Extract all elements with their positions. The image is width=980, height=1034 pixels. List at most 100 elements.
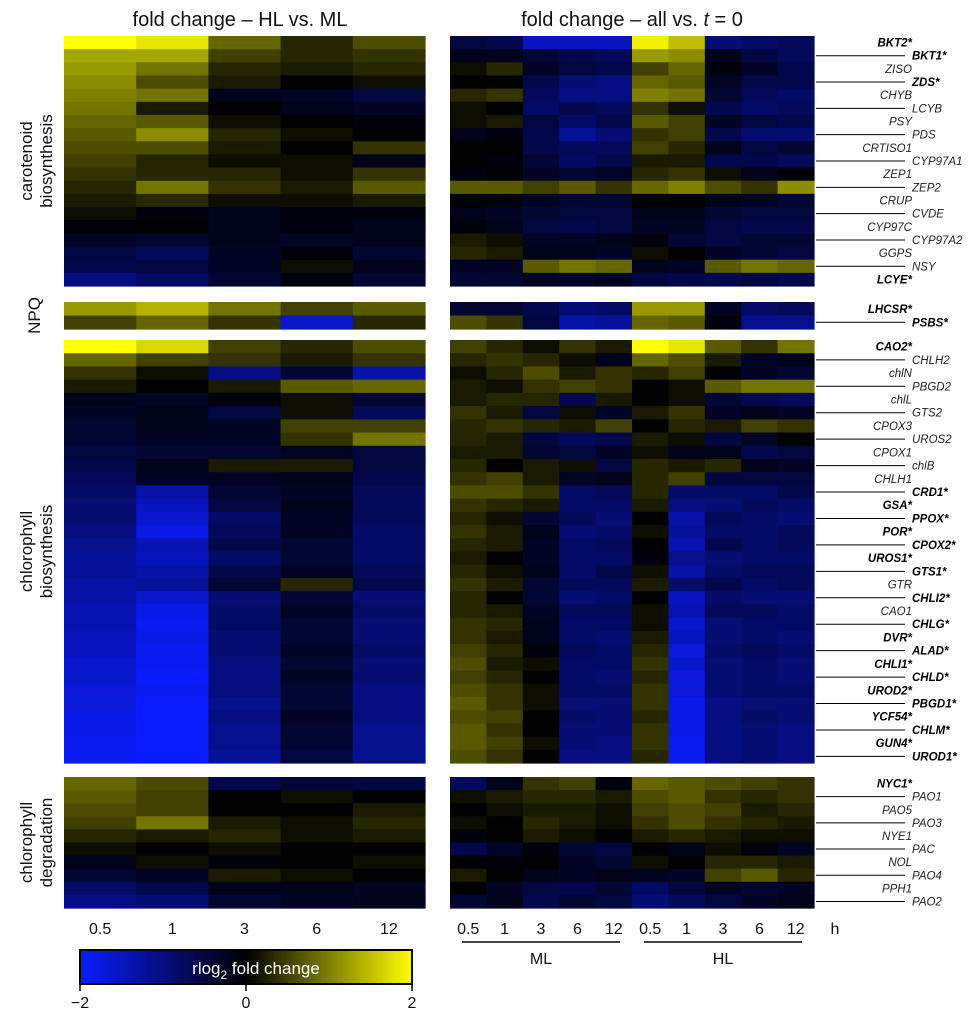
right-cell (522, 419, 560, 434)
right-cell (522, 777, 560, 791)
right-cell (632, 577, 669, 592)
right-cell (777, 670, 815, 685)
group-label: chlorophyllbiosynthesis (17, 505, 56, 599)
right-cell (595, 894, 633, 909)
right-cell (450, 340, 487, 354)
left-cell (352, 829, 426, 844)
left-cell (136, 88, 209, 103)
left-cell (352, 881, 426, 896)
right-cell (668, 749, 706, 764)
right-cell (632, 379, 669, 394)
left-cell (208, 894, 282, 909)
right-cell (522, 604, 560, 619)
right-cell (486, 551, 524, 566)
left-cell (208, 551, 282, 566)
right-cell (559, 790, 597, 804)
left-cell (352, 167, 426, 182)
right-cell (559, 340, 597, 354)
right-cell (486, 657, 524, 672)
right-cell (632, 340, 669, 354)
right-cell (450, 366, 487, 381)
right-cell (632, 683, 669, 698)
left-cell (208, 498, 282, 513)
right-cell (777, 777, 815, 791)
right-cell (777, 379, 815, 394)
left-cell (352, 101, 426, 116)
left-cell (64, 233, 137, 248)
left-cell (64, 723, 137, 738)
right-cell (777, 855, 815, 870)
right-cell (704, 723, 742, 738)
right-cell (777, 75, 815, 90)
left-cell (208, 246, 282, 261)
gene-label: ZISO (884, 64, 912, 76)
gene-label: chlB (912, 461, 935, 473)
right-cell (559, 180, 597, 195)
right-cell (632, 511, 669, 526)
right-cell (595, 472, 633, 487)
left-cell (136, 777, 209, 791)
left-cell (208, 710, 282, 724)
right-cell (704, 419, 742, 434)
right-cell (522, 472, 560, 487)
right-cell (632, 406, 669, 420)
right-cell (741, 406, 779, 420)
right-cell (668, 141, 706, 156)
right-cell (632, 366, 669, 381)
right-cell (486, 302, 524, 317)
left-cell (352, 485, 426, 500)
right-cell (741, 167, 779, 182)
left-cell (352, 644, 426, 658)
left-cell (280, 419, 354, 434)
time-unit-label: h (831, 921, 840, 938)
right-cell (559, 511, 597, 526)
right-cell (595, 207, 633, 221)
right-cell (777, 315, 815, 330)
left-cell (64, 894, 137, 909)
right-cell (522, 630, 560, 645)
right-cell (595, 340, 633, 354)
gene-label: CHLH2 (912, 355, 950, 367)
left-cell (64, 75, 137, 90)
right-cell (450, 272, 487, 287)
right-cell (704, 36, 742, 50)
left-cell (64, 604, 137, 619)
right-cell (522, 710, 560, 724)
left-cell (280, 630, 354, 645)
right-cell (741, 220, 779, 234)
right-cell (522, 366, 560, 381)
right-cell (450, 88, 487, 103)
left-cell (208, 657, 282, 672)
right-cell (486, 167, 524, 182)
condition-label: ML (530, 951, 552, 968)
right-cell (632, 842, 669, 857)
left-cell (136, 710, 209, 724)
right-cell (486, 101, 524, 116)
gene-label: CRD1* (912, 487, 948, 499)
right-cell (522, 432, 560, 447)
left-cell (352, 564, 426, 579)
right-cell (632, 154, 669, 169)
right-cell (450, 233, 487, 248)
colorbar-min-label: −2 (71, 995, 89, 1012)
right-cell (741, 315, 779, 330)
right-cell (704, 657, 742, 672)
right-cell (704, 525, 742, 539)
left-cell (136, 62, 209, 77)
right-cell (668, 180, 706, 195)
gene-label: UROS2 (912, 434, 952, 446)
left-cell (280, 485, 354, 500)
right-cell (668, 458, 706, 473)
right-cell (668, 392, 706, 407)
left-cell (136, 432, 209, 447)
left-cell (136, 340, 209, 354)
left-cell (352, 259, 426, 274)
left-cell (280, 88, 354, 103)
left-heatmap (64, 36, 426, 909)
right-cell (632, 88, 669, 103)
gene-label: BKT1* (912, 51, 947, 63)
gene-label: PAC (912, 844, 935, 856)
right-cell (668, 868, 706, 883)
left-cell (208, 302, 282, 317)
left-cell (64, 114, 137, 129)
